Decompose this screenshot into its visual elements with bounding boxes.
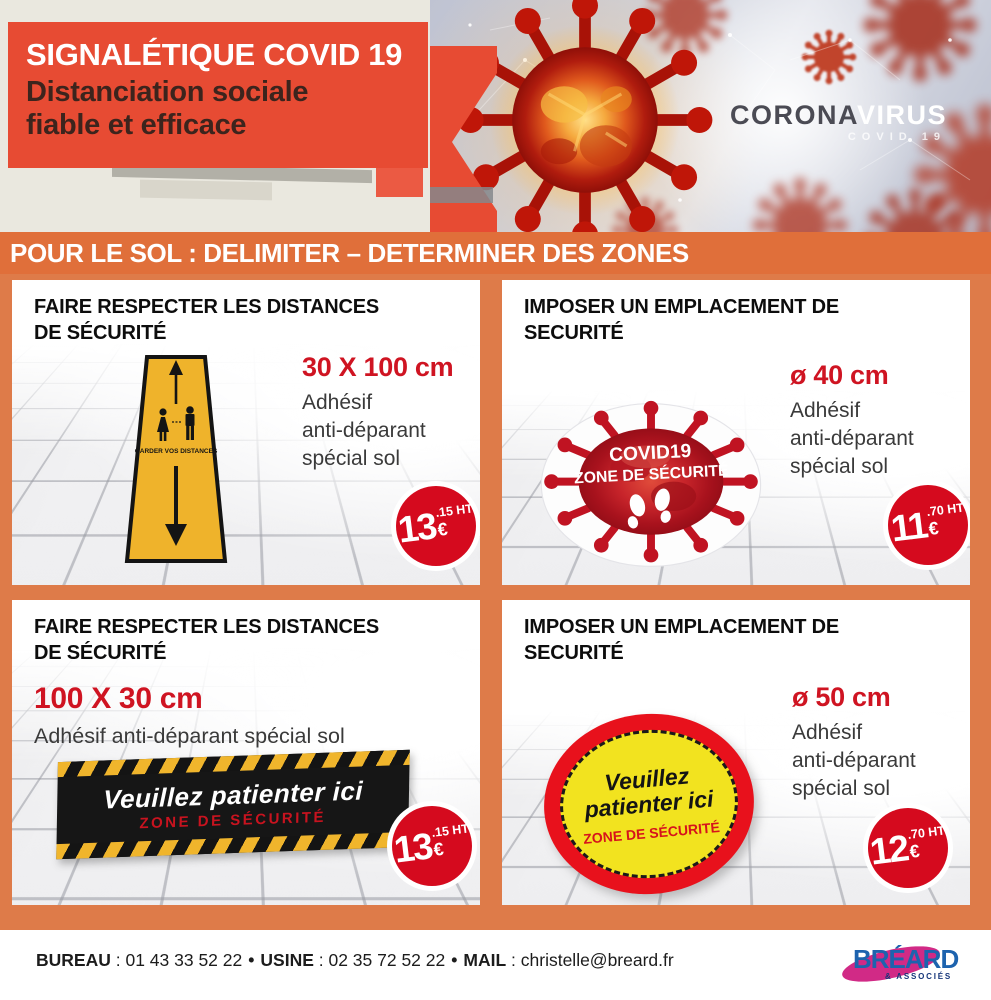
- price-badge: 11 .70 HT €: [888, 485, 968, 565]
- panel-title: IMPOSER UN EMPLACEMENT DE SECURITÉ: [502, 280, 970, 347]
- panel-title-line2: DE SÉCURITÉ: [34, 322, 167, 345]
- wait-mat-sticker: Veuillez patienter ici ZONE DE SÉCURITÉ: [56, 749, 410, 860]
- ribbon-fold: [430, 46, 497, 232]
- panel-title: IMPOSER UN EMPLACEMENT DE SECURITÉ: [502, 600, 970, 667]
- price-euros: 13: [391, 825, 434, 871]
- price-euros: 13: [395, 505, 438, 551]
- panel-title-line1: FAIRE RESPECTER LES DISTANCES: [34, 616, 379, 638]
- price-badge: 12 .70 HT €: [867, 808, 948, 888]
- size-label: 100 X 30 cm: [34, 682, 203, 715]
- wordmark-corona: CORONA: [729, 100, 857, 130]
- sticker-line1: COVID19: [609, 441, 692, 466]
- product-info: 30 X 100 cm Adhésif anti-déparant spécia…: [302, 352, 454, 473]
- contact-line: BUREAU : 01 43 33 52 22 • USINE : 02 35 72…: [36, 950, 674, 971]
- footprints-icon: [627, 488, 671, 529]
- price-badge: 13 .15 HT €: [391, 806, 472, 886]
- product-info: ø 50 cm Adhésif anti-déparant spécial so…: [792, 682, 916, 803]
- product-info: ø 40 cm Adhésif anti-déparant spécial so…: [790, 360, 914, 481]
- product-desc-line: spécial sol: [790, 454, 889, 478]
- person-icons: [157, 406, 195, 441]
- panel-title-line1: IMPOSER UN EMPLACEMENT DE: [524, 296, 840, 318]
- covid-zone-sticker: COVID19 ZONE DE SÉCURITÉ: [540, 400, 762, 567]
- header-left-background: SIGNALÉTIQUE COVID 19 Distanciation soci…: [0, 0, 430, 232]
- panel-title-line2: SECURITÉ: [524, 322, 624, 345]
- price-euros: 11: [888, 504, 929, 550]
- separator-dot: •: [451, 950, 458, 970]
- bureau-value: : 01 43 33 52 22: [110, 950, 243, 970]
- coronavirus-illustration: [457, 0, 713, 232]
- mail-value: : christelle@breard.fr: [506, 950, 674, 970]
- logo-name: BRÉARD: [853, 944, 959, 974]
- product-desc-line: Adhésif: [302, 391, 373, 414]
- panel-title: FAIRE RESPECTER LES DISTANCES DE SÉCURIT…: [12, 600, 480, 667]
- usine-value: : 02 35 72 52 22: [313, 950, 446, 970]
- page-subtitle-line2: fiable et efficace: [26, 109, 247, 142]
- section-band-title: POUR LE SOL : DELIMITER – DETERMINER DES…: [10, 238, 689, 268]
- panel-title-line1: FAIRE RESPECTER LES DISTANCES: [34, 296, 379, 318]
- product-panel-strip-30x100: FAIRE RESPECTER LES DISTANCES DE SÉCURIT…: [12, 280, 480, 585]
- price-currency: €: [436, 518, 449, 540]
- product-desc-line: Adhésif: [790, 399, 861, 422]
- coronavirus-photo: CORONAVIRUS COVID 19: [430, 0, 991, 232]
- banner-fold-tab: [376, 167, 423, 197]
- page-subtitle-line1: Distanciation sociale: [26, 76, 309, 108]
- size-label: 30 X 100 cm: [302, 352, 454, 382]
- panel-title: FAIRE RESPECTER LES DISTANCES DE SÉCURIT…: [12, 280, 480, 347]
- price-currency: €: [927, 517, 940, 539]
- footer: BUREAU : 01 43 33 52 22 • USINE : 02 35 72…: [0, 930, 991, 1000]
- separator-dot: •: [248, 950, 255, 970]
- banner-paper-step: [140, 179, 272, 201]
- price-euros: 12: [867, 827, 910, 873]
- mail-label: MAIL: [463, 950, 507, 970]
- section-band: POUR LE SOL : DELIMITER – DETERMINER DES…: [0, 232, 991, 274]
- product-desc-line: Adhésif: [792, 721, 863, 744]
- wordmark-covid19: COVID 19: [847, 131, 946, 143]
- page-title: SIGNALÉTIQUE COVID 19: [26, 37, 403, 72]
- product-desc-line: anti-déparant: [790, 426, 914, 450]
- product-desc-line: anti-déparant: [792, 748, 916, 772]
- price-currency: €: [908, 840, 921, 862]
- product-desc-line: spécial sol: [302, 446, 401, 470]
- strip-label: GARDER VOS DISTANCES: [135, 448, 218, 455]
- product-panel-mat-100x30: FAIRE RESPECTER LES DISTANCES DE SÉCURIT…: [12, 600, 480, 905]
- size-label: ø 50 cm: [792, 682, 891, 712]
- distance-strip-sticker: GARDER VOS DISTANCES: [124, 355, 228, 563]
- header: SIGNALÉTIQUE COVID 19 Distanciation soci…: [0, 0, 991, 232]
- title-banner: SIGNALÉTIQUE COVID 19 Distanciation soci…: [8, 22, 428, 168]
- sticker-line3: ZONE DE SÉCURITÉ: [582, 819, 721, 848]
- size-label: ø 40 cm: [790, 360, 889, 390]
- panel-title-line2: SECURITÉ: [524, 642, 624, 665]
- product-desc-line: Adhésif anti-déparant spécial sol: [34, 724, 345, 748]
- logo-subtitle: & ASSOCIÉS: [885, 972, 953, 981]
- price-currency: €: [432, 838, 445, 860]
- coronavirus-wordmark: CORONAVIRUS: [730, 100, 947, 131]
- bureau-label: BUREAU: [36, 950, 111, 970]
- sticker-line2: patienter ici: [583, 785, 715, 823]
- product-desc-line: spécial sol: [792, 776, 891, 800]
- product-panel-zone-50: IMPOSER UN EMPLACEMENT DE SECURITÉ Veuil…: [502, 600, 970, 905]
- wordmark-virus: VIRUS: [856, 100, 947, 130]
- product-info: 100 X 30 cm Adhésif anti-déparant spécia…: [34, 682, 345, 751]
- breard-logo: BRÉARD & ASSOCIÉS: [839, 939, 961, 990]
- panel-title-line1: IMPOSER UN EMPLACEMENT DE: [524, 616, 840, 638]
- panel-title-line2: DE SÉCURITÉ: [34, 642, 167, 665]
- product-desc-line: anti-déparant: [302, 418, 426, 442]
- product-panel-zone-40: IMPOSER UN EMPLACEMENT DE SECURITÉ: [502, 280, 970, 585]
- product-grid: FAIRE RESPECTER LES DISTANCES DE SÉCURIT…: [0, 274, 991, 930]
- price-badge: 13 .15 HT €: [395, 486, 476, 566]
- usine-label: USINE: [260, 950, 314, 970]
